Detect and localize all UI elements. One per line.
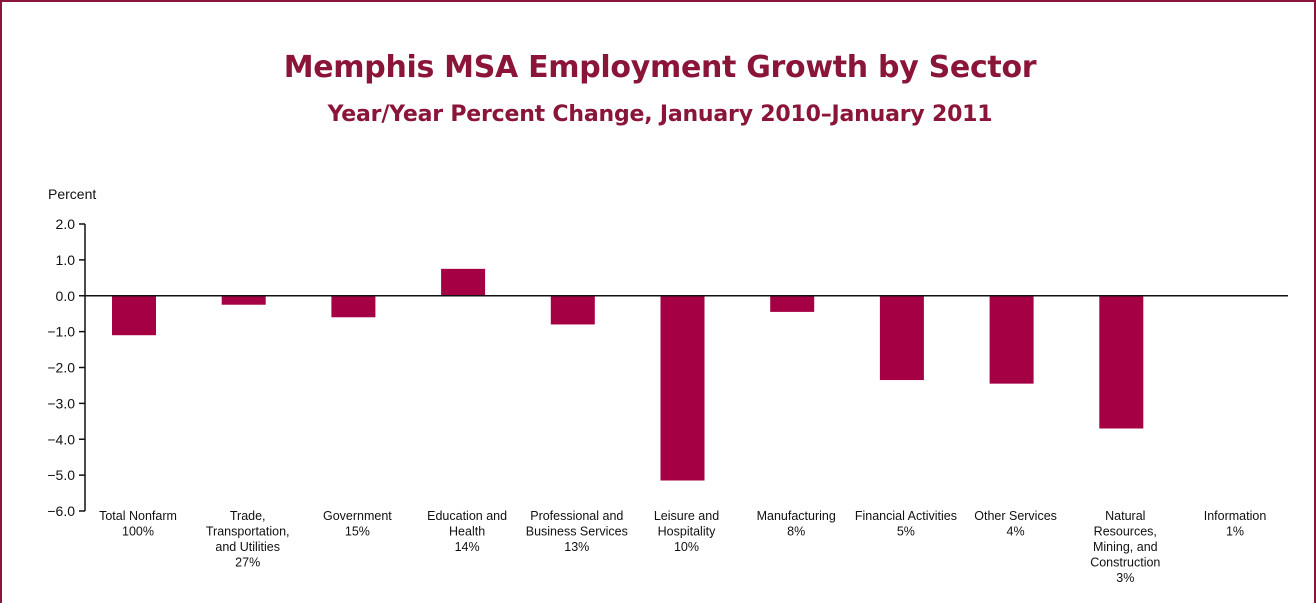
- y-tick-label: 0.0: [56, 288, 76, 304]
- x-tick-label: Resources,: [1094, 525, 1157, 539]
- x-tick-label: 10%: [674, 540, 699, 554]
- x-tick-label: 3%: [1116, 571, 1134, 585]
- x-tick-label: 1%: [1226, 525, 1244, 539]
- bar: [221, 295, 266, 305]
- x-tick-label: 14%: [455, 540, 480, 554]
- bars: [85, 268, 1288, 481]
- x-tick-label: Health: [449, 525, 485, 539]
- x-tick-label: Information: [1204, 509, 1267, 523]
- y-tick-label: 1.0: [56, 252, 76, 268]
- x-tick-label: Manufacturing: [757, 509, 836, 523]
- bar: [660, 295, 705, 481]
- x-tick-label: Other Services: [974, 509, 1057, 523]
- y-tick-label: 2.0: [56, 216, 76, 232]
- x-tick-label: 4%: [1007, 525, 1025, 539]
- bar: [770, 295, 815, 312]
- x-tick-label: Education and: [427, 509, 507, 523]
- y-axis-label: Percent: [48, 186, 96, 202]
- y-tick-label: −6.0: [47, 503, 75, 519]
- y-tick-label: −2.0: [47, 360, 75, 376]
- bar: [112, 295, 156, 336]
- x-tick-label: Financial Activities: [855, 509, 957, 523]
- x-tick-label: 5%: [897, 525, 915, 539]
- y-tick-label: −4.0: [47, 431, 75, 447]
- x-tick-label: Government: [323, 509, 392, 523]
- bar: [1099, 295, 1144, 429]
- category-labels: Total Nonfarm 100% Trade, Transportation,an…: [99, 509, 1266, 585]
- bar: [550, 295, 595, 325]
- x-tick-label: Trade,: [230, 509, 266, 523]
- bar: [879, 295, 924, 381]
- bar: [331, 295, 376, 318]
- x-tick-label: Business Services: [526, 525, 628, 539]
- y-tick-label: −3.0: [47, 395, 75, 411]
- bar: [989, 295, 1034, 384]
- x-tick-label: 15%: [345, 525, 370, 539]
- chart-subtitle: Year/Year Percent Change, January 2010–J…: [327, 102, 993, 127]
- x-tick-label: and Utilities: [215, 540, 280, 554]
- y-tick-label: −1.0: [47, 324, 75, 340]
- x-tick-label: Construction: [1090, 556, 1160, 570]
- x-tick-label: 100%: [122, 525, 154, 539]
- x-tick-label: Professional and: [530, 509, 623, 523]
- y-axis: 2.0 1.0 0.0 −1.0 −2.0 −3.0 −4.0 −5.0 −6.0: [47, 216, 86, 519]
- chart-title: Memphis MSA Employment Growth by Sector: [283, 50, 1037, 85]
- x-tick-label: 8%: [787, 525, 805, 539]
- bar: [441, 268, 486, 296]
- x-tick-label: Hospitality: [658, 525, 716, 539]
- x-tick-label: Transportation,: [206, 525, 290, 539]
- x-tick-label: Natural: [1105, 509, 1145, 523]
- x-tick-label: 13%: [564, 540, 589, 554]
- x-tick-label: 27%: [235, 556, 260, 570]
- x-tick-label: Mining, and: [1093, 540, 1158, 554]
- y-tick-label: −5.0: [47, 467, 75, 483]
- x-tick-label: Leisure and: [654, 509, 719, 523]
- x-tick-label: Total Nonfarm: [99, 509, 177, 523]
